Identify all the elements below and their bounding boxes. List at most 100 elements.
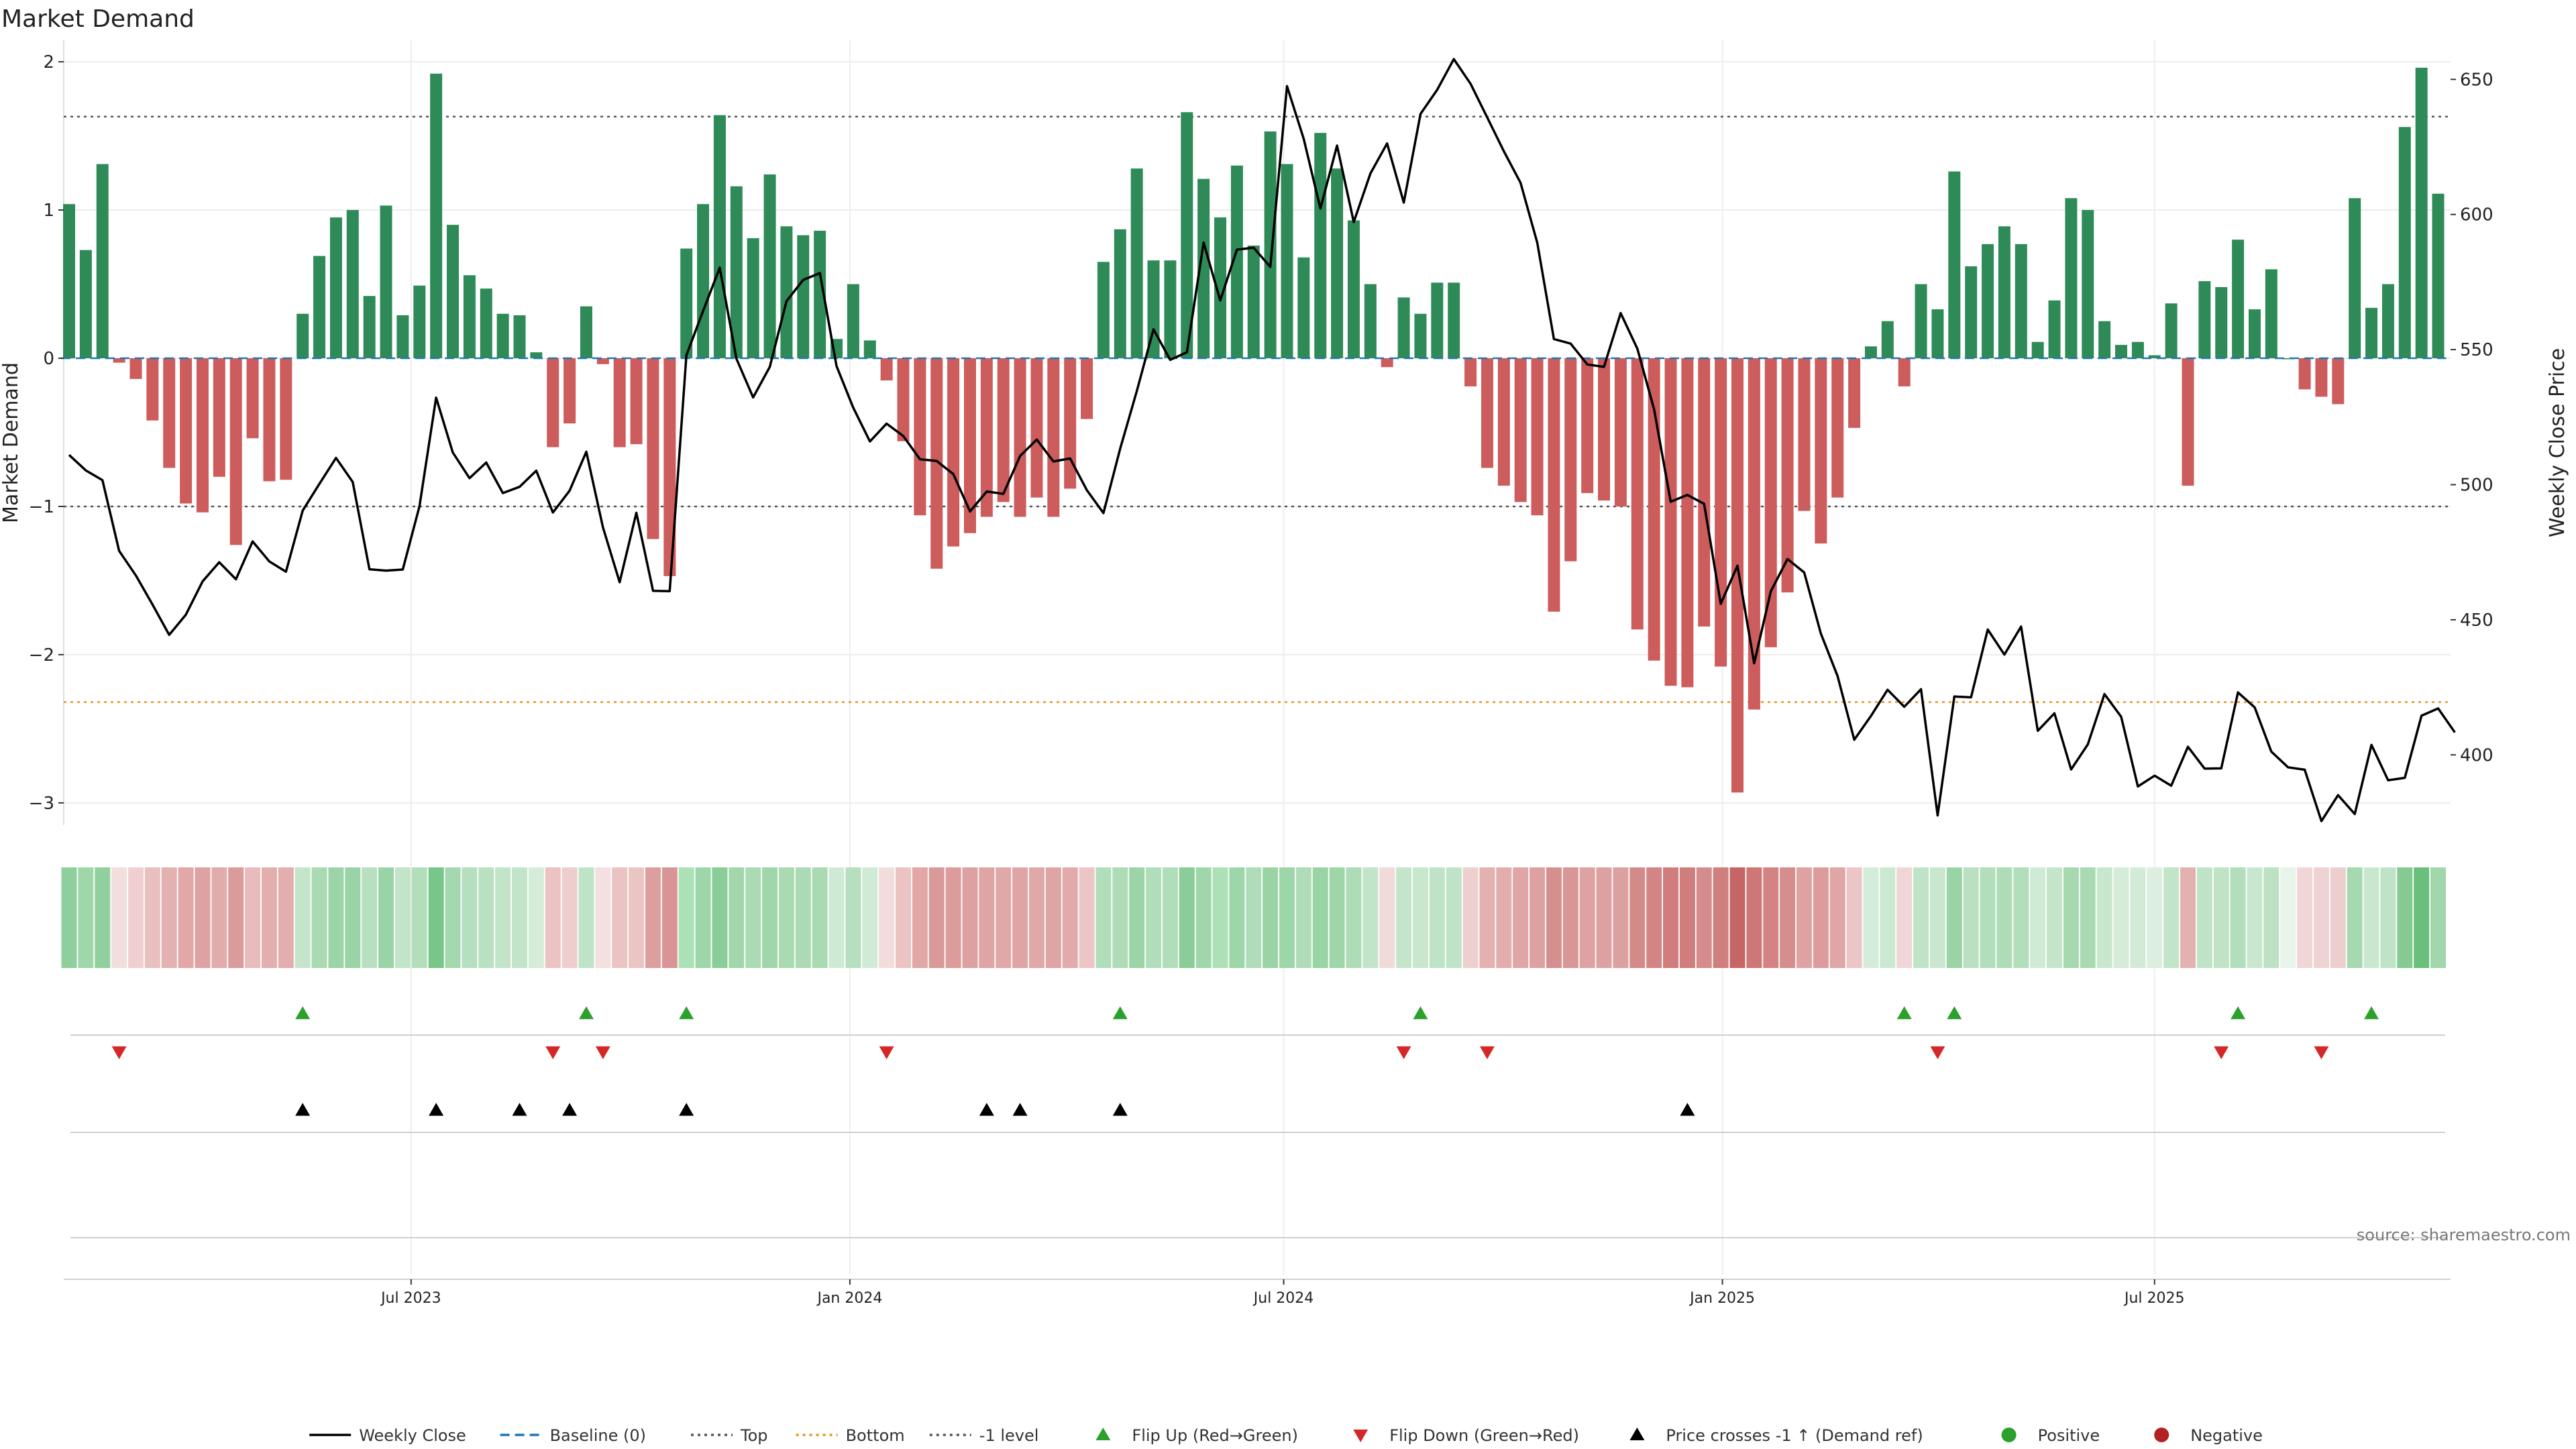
price-cross-marker	[979, 1103, 994, 1116]
heatmap-cell	[812, 867, 828, 968]
legend-swatch	[1353, 1430, 1368, 1442]
heatmap-cell	[1796, 867, 1812, 968]
heatmap-cell	[1195, 867, 1212, 968]
demand-bar	[1681, 358, 1694, 688]
heatmap-cell	[211, 867, 227, 968]
demand-bar	[1497, 358, 1510, 486]
demand-bar	[1514, 358, 1527, 502]
heatmap-cell	[979, 867, 995, 968]
demand-bar	[1748, 358, 1760, 710]
demand-bar	[1598, 358, 1611, 501]
demand-bar	[380, 205, 392, 358]
demand-bar	[2265, 269, 2277, 358]
demand-bar	[396, 315, 409, 358]
heatmap-cell	[61, 867, 77, 968]
heatmap-cell	[1246, 867, 1262, 968]
heatmap-cell	[1379, 867, 1395, 968]
legend-label: Bottom	[846, 1426, 905, 1445]
y2-tick-label: 400	[2460, 745, 2493, 765]
demand-bar	[430, 73, 443, 359]
heatmap-cell	[2330, 867, 2346, 968]
heatmap-cell	[645, 867, 661, 968]
flip-down-marker	[1396, 1046, 1411, 1059]
heatmap-cell	[778, 867, 794, 968]
demand-bar	[2098, 321, 2111, 358]
demand-bar	[2131, 341, 2144, 358]
demand-bar	[1698, 358, 1711, 627]
heatmap-cell	[1562, 867, 1578, 968]
heatmap-cell	[678, 867, 694, 968]
demand-bar	[513, 315, 526, 358]
heatmap-cell	[462, 867, 478, 968]
demand-bar	[1781, 358, 1794, 593]
demand-bar	[863, 340, 876, 358]
heatmap-cell	[945, 867, 961, 968]
heatmap-cell	[1279, 867, 1295, 968]
flip-up-marker	[2231, 1006, 2246, 1020]
heatmap-cell	[1863, 867, 1879, 968]
demand-bar	[1081, 358, 1093, 419]
demand-bar	[1764, 358, 1777, 647]
panel-frames	[63, 40, 2451, 1280]
heatmap-cell	[2230, 867, 2246, 968]
heatmap-cell	[1729, 867, 1746, 968]
heatmap-cell	[2113, 867, 2129, 968]
heatmap-cell	[1079, 867, 1095, 968]
legend-item: Flip Down (Green→Red)	[1353, 1426, 1579, 1445]
x-tick-label: Jul 2023	[380, 1290, 441, 1307]
heatmap-cell	[1713, 867, 1729, 968]
flip-up-marker	[679, 1006, 694, 1020]
demand-bar	[1297, 257, 1310, 358]
demand-bar	[2315, 358, 2328, 397]
demand-bar	[413, 285, 426, 358]
heatmap-cell	[378, 867, 394, 968]
chart-title: Market Demand	[1, 5, 195, 33]
demand-bar	[2282, 358, 2294, 360]
heatmap-cell	[1546, 867, 1562, 968]
demand-bar	[613, 358, 626, 447]
heatmap-cell	[495, 867, 511, 968]
demand-bar	[596, 358, 609, 364]
heatmap-cell	[1946, 867, 1962, 968]
demand-bar	[914, 358, 926, 516]
demand-bar	[1631, 358, 1644, 630]
demand-bar	[1448, 282, 1460, 358]
source-text: source: sharemaestro.com	[2357, 1226, 2571, 1244]
heatmap-cell	[1129, 867, 1145, 968]
demand-bar	[1281, 164, 1293, 359]
demand-bar	[263, 358, 276, 482]
heatmap-cell	[1996, 867, 2012, 968]
heatmap-cell	[1179, 867, 1195, 968]
heatmap-cell	[2347, 867, 2363, 968]
heatmap-cell	[294, 867, 311, 968]
y-axis-label: Market Demand	[0, 362, 23, 523]
price-cross-marker	[562, 1103, 578, 1116]
y2-axis-ticks: 650 600 550 500 450 400	[2451, 70, 2493, 765]
heatmap-cell	[996, 867, 1012, 968]
signal-markers	[111, 1006, 2379, 1116]
demand-bar	[1898, 358, 1911, 386]
legend-label: Flip Up (Red→Green)	[1132, 1426, 1298, 1445]
heatmap-cell	[1780, 867, 1796, 968]
demand-bar	[2082, 210, 2094, 358]
demand-bar	[1664, 358, 1677, 686]
demand-bar	[847, 284, 859, 358]
heatmap-cell	[896, 867, 911, 968]
flip-up-marker	[1112, 1006, 1128, 1020]
demand-bar	[329, 217, 342, 358]
heatmap-cell	[695, 867, 711, 968]
heatmap-cell	[2130, 867, 2146, 968]
demand-bar	[930, 358, 943, 569]
heatmap-cell	[1429, 867, 1445, 968]
heatmap-cell	[1346, 867, 1362, 968]
heatmap-cell	[845, 867, 861, 968]
demand-bar	[1965, 266, 1978, 358]
demand-bar	[363, 296, 376, 358]
demand-bar	[1414, 313, 1427, 358]
heatmap-cell	[1162, 867, 1178, 968]
heatmap-cell	[528, 867, 544, 968]
heatmap-cell	[1045, 867, 1061, 968]
demand-bar	[1948, 171, 1961, 358]
demand-bar	[163, 358, 176, 468]
heatmap-cell	[1579, 867, 1595, 968]
